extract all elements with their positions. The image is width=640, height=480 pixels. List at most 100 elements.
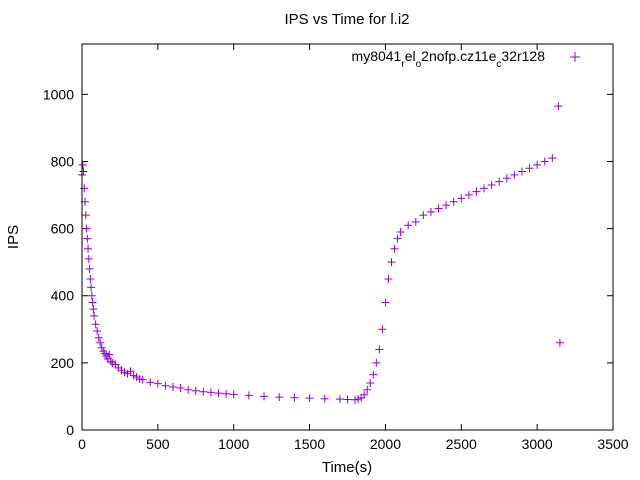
x-tick-label: 2000	[370, 436, 401, 452]
plot-frame	[81, 43, 614, 431]
data-point	[87, 283, 96, 292]
x-tick-label: 2500	[446, 436, 477, 452]
data-point	[275, 393, 284, 402]
data-point	[434, 204, 443, 213]
data-point	[495, 177, 504, 186]
data-point	[94, 333, 103, 342]
data-point	[84, 254, 93, 263]
x-axis-label: Time(s)	[322, 459, 372, 476]
axis-ticks: 0 500 1000 1500 2000 2500 3000 3500 0 200 400 600 80…	[43, 44, 629, 452]
data-point	[88, 298, 97, 307]
data-point	[105, 350, 114, 359]
data-point	[206, 388, 215, 397]
y-tick-label: 0	[66, 422, 74, 438]
data-point	[540, 157, 549, 166]
data-point	[384, 274, 393, 283]
y-tick-label: 200	[51, 355, 75, 371]
x-tick-label: 1500	[294, 436, 325, 452]
data-point	[191, 386, 200, 395]
data-point	[548, 154, 557, 163]
legend-label: my8041relo2nofp.cz11ec32r128	[352, 48, 546, 70]
data-point	[363, 385, 372, 394]
data-point	[153, 379, 162, 388]
data-point	[214, 389, 223, 398]
data-point	[426, 207, 435, 216]
data-point	[343, 395, 352, 404]
data-point	[372, 358, 381, 367]
data-point	[387, 258, 396, 267]
data-point	[472, 187, 481, 196]
data-point	[138, 375, 147, 384]
data-point	[161, 381, 170, 390]
y-tick-label: 600	[51, 221, 75, 237]
chart-title: IPS vs Time for l.i2	[284, 11, 409, 28]
data-points	[78, 102, 564, 404]
data-point	[78, 160, 87, 169]
data-point	[87, 291, 96, 300]
data-point	[97, 343, 106, 352]
x-tick-label: 3000	[522, 436, 553, 452]
data-point	[375, 345, 384, 354]
y-tick-label: 800	[51, 153, 75, 169]
y-tick-label: 1000	[43, 86, 74, 102]
data-point	[502, 174, 511, 183]
data-point	[533, 160, 542, 169]
data-point	[184, 385, 193, 394]
data-point	[419, 211, 428, 220]
data-point	[169, 383, 178, 392]
data-point	[396, 227, 405, 236]
data-point	[390, 244, 399, 253]
data-point	[464, 191, 473, 200]
data-point	[335, 395, 344, 404]
data-point	[91, 320, 100, 329]
data-point	[411, 217, 420, 226]
x-tick-label: 3500	[597, 436, 628, 452]
data-point	[244, 391, 253, 400]
data-point	[457, 194, 466, 203]
data-point	[517, 167, 526, 176]
data-point	[90, 311, 99, 320]
y-tick-label: 400	[51, 288, 75, 304]
data-point	[222, 389, 231, 398]
data-point	[487, 180, 496, 189]
data-point	[80, 184, 89, 193]
data-point	[366, 379, 375, 388]
data-point	[146, 378, 155, 387]
data-point	[84, 244, 93, 253]
data-point	[369, 370, 378, 379]
data-point	[290, 393, 299, 402]
data-point	[320, 394, 329, 403]
data-point	[510, 170, 519, 179]
data-point	[393, 234, 402, 243]
data-point	[89, 305, 98, 314]
data-point	[96, 338, 105, 347]
x-tick-label: 0	[78, 436, 86, 452]
data-point	[176, 384, 185, 393]
data-point	[126, 367, 135, 376]
data-point	[360, 390, 369, 399]
data-point	[378, 325, 387, 334]
data-point	[260, 392, 269, 401]
data-point	[381, 298, 390, 307]
data-point	[81, 211, 90, 220]
data-point	[86, 274, 95, 283]
data-point	[480, 184, 489, 193]
legend: my8041relo2nofp.cz11ec32r128	[352, 48, 580, 70]
x-tick-label: 1000	[218, 436, 249, 452]
data-point	[199, 387, 208, 396]
data-point	[79, 167, 88, 176]
data-point	[229, 390, 238, 399]
data-point	[83, 234, 92, 243]
data-point	[525, 164, 534, 173]
data-point	[85, 264, 94, 273]
y-axis-label: IPS	[5, 225, 22, 249]
data-point	[106, 357, 115, 366]
data-point	[554, 102, 563, 111]
x-tick-label: 500	[146, 436, 170, 452]
data-point	[93, 326, 102, 335]
data-point	[442, 201, 451, 210]
data-point	[555, 338, 564, 347]
data-point	[82, 224, 91, 233]
data-point	[404, 221, 413, 230]
